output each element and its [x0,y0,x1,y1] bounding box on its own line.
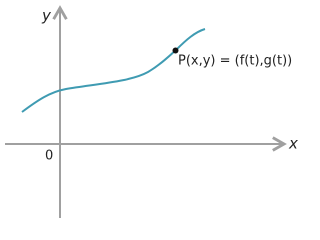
page: y x 0 P(x,y) = (f(t),g(t)) (() => { cons… [5,5,298,218]
point-label: P(x,y) = (f(t),g(t)) [178,54,292,69]
point [172,47,179,54]
curve [21,28,206,113]
diagram: y x 0 P(x,y) = (f(t),g(t)) [5,5,298,218]
origin-label: 0 [45,149,53,164]
x-axis-label: x [288,135,298,153]
y-axis-label: y [41,7,52,25]
